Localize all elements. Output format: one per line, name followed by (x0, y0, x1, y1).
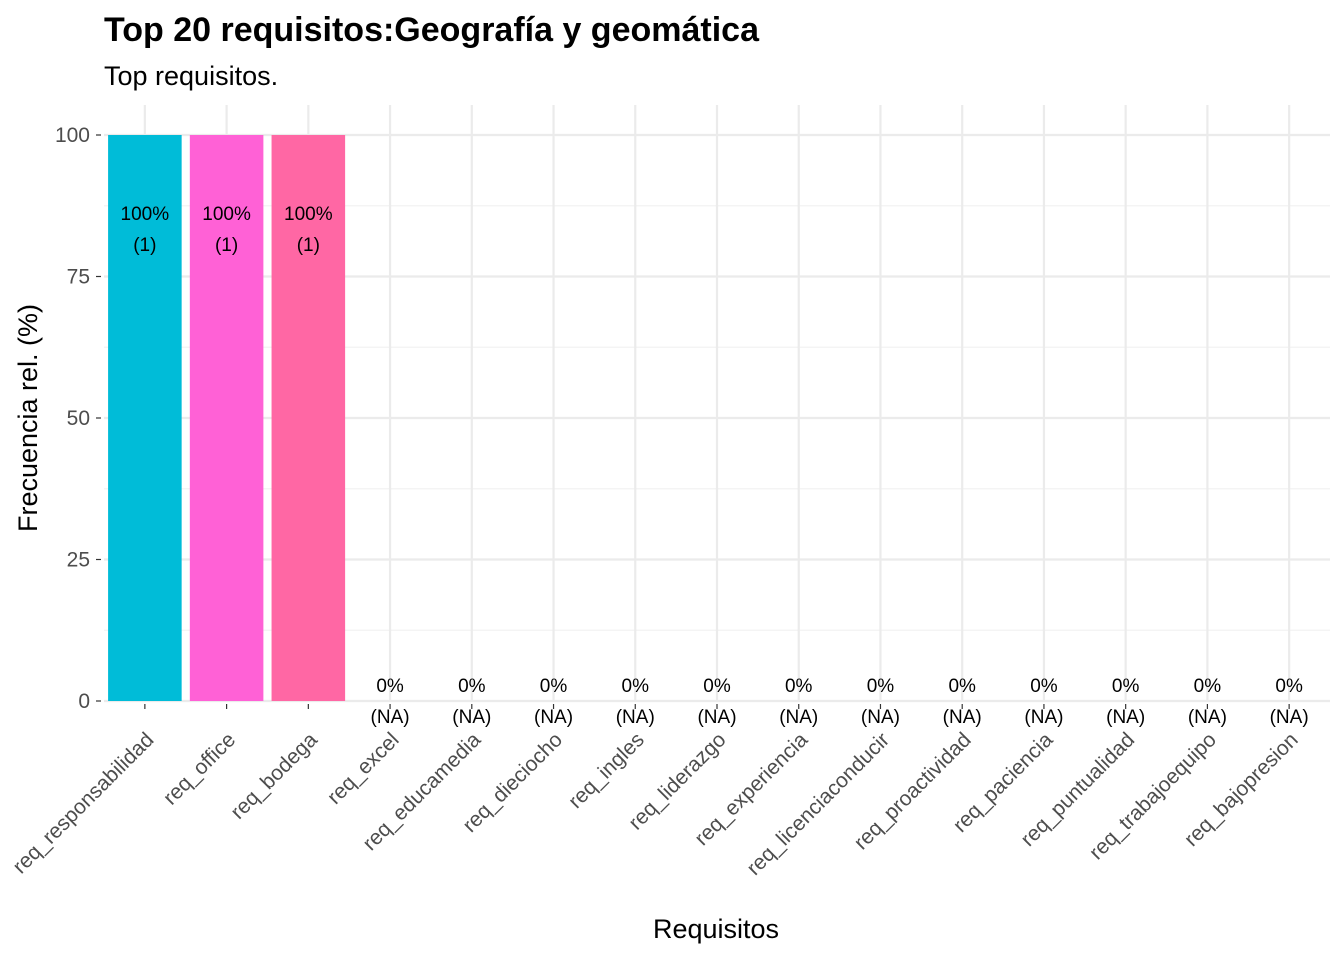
x-tick-label: req_responsabilidad (8, 728, 158, 878)
bar-count-label: (NA) (943, 707, 982, 728)
bar-percent-label: 0% (948, 676, 976, 697)
x-tick-label: req_licenciaconducir (742, 728, 894, 880)
bar-count-label: (NA) (452, 707, 491, 728)
y-tick-label: 50 (67, 407, 90, 430)
x-tick-label: req_bodega (226, 728, 322, 824)
y-axis-ticks: 0 25 50 75 100 (55, 124, 101, 713)
bar-count-label: (1) (133, 235, 156, 256)
bar-percent-label: 0% (1112, 676, 1140, 697)
y-tick-label: 100 (55, 124, 90, 147)
bar-percent-label: 0% (703, 676, 731, 697)
bar-percent-label: 0% (1030, 676, 1058, 697)
bar-count-label: (NA) (1188, 707, 1227, 728)
bar-percent-label: 0% (867, 676, 895, 697)
y-axis-title: Frecuencia rel. (%) (13, 304, 43, 532)
x-axis-title: Requisitos (653, 914, 779, 944)
bar (271, 135, 346, 701)
x-tick-label: req_ingles (564, 728, 649, 813)
bars (108, 135, 346, 701)
bar-count-label: (NA) (779, 707, 818, 728)
bar-labels: 100% (1) 100% (1) 100% (1) 0% (NA) 0% (NA) 0% (NA) 0… (121, 204, 1309, 728)
bar-count-label: (NA) (371, 707, 410, 728)
y-tick-label: 25 (67, 549, 90, 572)
x-tick-label: req_excel (323, 728, 404, 809)
bar-percent-label: 100% (284, 204, 333, 225)
bar-count-label: (NA) (1024, 707, 1063, 728)
bar-count-label: (NA) (534, 707, 573, 728)
bar-percent-label: 100% (121, 204, 170, 225)
bar-count-label: (NA) (616, 707, 655, 728)
bar-count-label: (1) (297, 235, 320, 256)
bar-count-label: (NA) (861, 707, 900, 728)
bar-percent-label: 0% (458, 676, 486, 697)
bar-percent-label: 0% (622, 676, 650, 697)
bar-count-label: (NA) (697, 707, 736, 728)
y-tick-label: 0 (78, 690, 90, 713)
bar-percent-label: 0% (540, 676, 568, 697)
bar-percent-label: 0% (1275, 676, 1303, 697)
x-tick-label: req_office (159, 728, 240, 809)
bar (189, 135, 264, 701)
y-tick-label: 75 (67, 266, 90, 289)
chart-subtitle: Top requisitos. (104, 61, 278, 91)
bar-percent-label: 100% (202, 204, 251, 225)
bar-count-label: (NA) (1106, 707, 1145, 728)
bar-percent-label: 0% (376, 676, 404, 697)
bar-percent-label: 0% (1194, 676, 1222, 697)
chart-title: Top 20 requisitos:Geografía y geomática (104, 11, 760, 49)
bar-percent-label: 0% (785, 676, 813, 697)
bar (108, 135, 182, 701)
bar-count-label: (1) (215, 235, 238, 256)
bar-count-label: (NA) (1270, 707, 1309, 728)
